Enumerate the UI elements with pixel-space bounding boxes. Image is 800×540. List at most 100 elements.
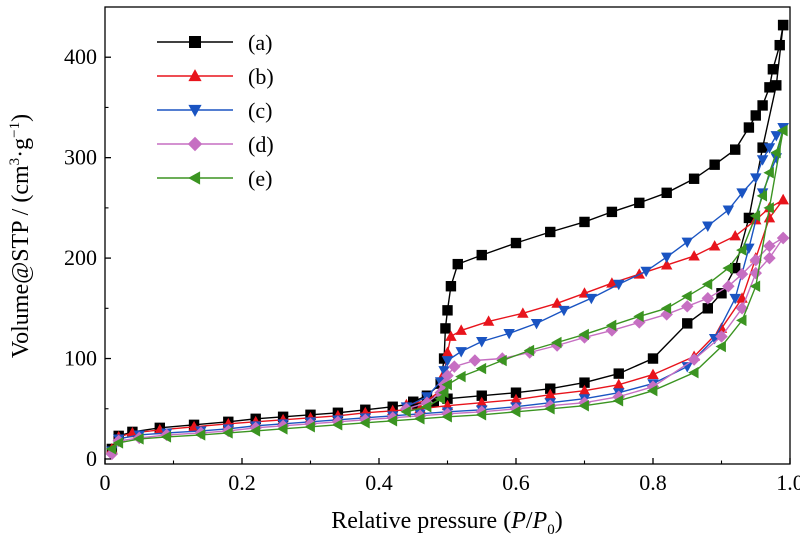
adsorption-point bbox=[249, 425, 261, 437]
adsorption-point bbox=[331, 419, 343, 431]
x-tick-label: 0.6 bbox=[502, 470, 530, 495]
adsorption-point bbox=[475, 409, 487, 421]
desorption-point bbox=[770, 131, 783, 142]
adsorption-point bbox=[763, 202, 774, 214]
adsorption-point bbox=[476, 390, 487, 401]
adsorption-point bbox=[749, 280, 761, 292]
adsorption-point bbox=[681, 362, 693, 373]
desorption-point bbox=[441, 346, 454, 357]
desorption-point bbox=[440, 323, 451, 334]
x-axis-title: Relative pressure (P/P0) bbox=[331, 508, 562, 538]
adsorption-point bbox=[222, 427, 233, 439]
adsorption-point bbox=[612, 395, 624, 407]
desorption-point bbox=[750, 173, 762, 184]
desorption-point bbox=[408, 396, 419, 407]
desorption-point bbox=[496, 354, 507, 367]
desorption-point bbox=[730, 144, 741, 155]
x-tick-label: 0.2 bbox=[228, 470, 256, 495]
adsorption-point bbox=[646, 380, 660, 393]
adsorption-point bbox=[194, 429, 206, 441]
adsorption-point bbox=[579, 377, 590, 388]
desorption-point bbox=[400, 406, 411, 418]
adsorption-point bbox=[688, 366, 699, 379]
adsorption-point bbox=[105, 447, 119, 461]
adsorption-point bbox=[729, 293, 741, 305]
desorption-point bbox=[774, 39, 785, 51]
legend-marker bbox=[188, 104, 202, 117]
adsorption-point bbox=[126, 426, 139, 438]
adsorption-point bbox=[647, 368, 659, 380]
desorption-point bbox=[448, 360, 461, 373]
desorption-point bbox=[681, 237, 693, 249]
adsorption-point bbox=[716, 288, 727, 299]
adsorption-point bbox=[647, 384, 658, 397]
adsorption-point bbox=[613, 378, 625, 390]
legend-label: (c) bbox=[248, 98, 272, 123]
desorption-point bbox=[510, 237, 522, 249]
desorption-point bbox=[442, 305, 453, 316]
x-tick-label: 0.4 bbox=[365, 470, 393, 495]
desorption-point bbox=[777, 19, 789, 31]
desorption-point bbox=[523, 344, 535, 357]
desorption-point bbox=[545, 226, 556, 238]
adsorption-line bbox=[111, 130, 784, 450]
desorption-point bbox=[585, 293, 598, 305]
desorption-point bbox=[660, 302, 672, 315]
legend-marker bbox=[188, 69, 202, 82]
adsorption-point bbox=[414, 413, 425, 425]
adsorption-point bbox=[743, 212, 755, 224]
adsorption-point bbox=[757, 142, 768, 153]
legend-label: (b) bbox=[248, 64, 274, 89]
legend-marker bbox=[187, 136, 203, 152]
desorption-point bbox=[661, 187, 672, 199]
adsorption-point bbox=[277, 423, 288, 435]
desorption-point bbox=[660, 308, 673, 321]
plot-area bbox=[105, 19, 790, 461]
desorption-point bbox=[776, 231, 790, 245]
desorption-point bbox=[445, 281, 457, 292]
desorption-point bbox=[681, 300, 694, 313]
desorption-point bbox=[606, 206, 618, 218]
desorption-line bbox=[406, 130, 784, 413]
desorption-point bbox=[777, 124, 788, 137]
desorption-point bbox=[708, 240, 721, 251]
adsorption-point bbox=[736, 314, 747, 327]
desorption-point bbox=[743, 122, 755, 133]
desorption-point bbox=[578, 328, 589, 341]
desorption-point bbox=[475, 362, 487, 375]
adsorption-point bbox=[578, 384, 591, 396]
desorption-point bbox=[438, 366, 450, 377]
desorption-point bbox=[503, 329, 515, 340]
y-tick-label: 200 bbox=[64, 245, 97, 270]
y-tick-label: 300 bbox=[64, 145, 97, 170]
desorption-point bbox=[688, 173, 700, 184]
adsorption-point bbox=[687, 353, 701, 366]
adsorption-point bbox=[715, 340, 726, 353]
desorption-point bbox=[606, 277, 618, 288]
x-tick-label: 0 bbox=[100, 470, 111, 495]
legend-marker bbox=[188, 171, 201, 185]
adsorption-point bbox=[702, 303, 713, 314]
adsorption-point bbox=[510, 406, 521, 418]
adsorption-point bbox=[763, 251, 776, 265]
adsorption-point bbox=[386, 415, 398, 427]
adsorption-point bbox=[154, 423, 166, 435]
desorption-point bbox=[441, 356, 454, 367]
desorption-point bbox=[767, 64, 779, 75]
legend-marker bbox=[189, 36, 201, 48]
legend-label: (d) bbox=[248, 132, 274, 157]
desorption-point bbox=[660, 259, 673, 270]
adsorption-point bbox=[613, 368, 624, 379]
desorption-point bbox=[455, 324, 467, 335]
desorption-point bbox=[770, 146, 781, 159]
adsorption-point bbox=[442, 393, 453, 404]
desorption-point bbox=[735, 267, 749, 281]
desorption-point bbox=[558, 305, 570, 317]
adsorption-point bbox=[545, 383, 556, 394]
adsorption-line bbox=[111, 237, 784, 455]
desorption-point bbox=[688, 250, 700, 261]
desorption-point bbox=[777, 193, 789, 205]
adsorption-point bbox=[715, 330, 728, 343]
desorption-point bbox=[756, 155, 769, 166]
